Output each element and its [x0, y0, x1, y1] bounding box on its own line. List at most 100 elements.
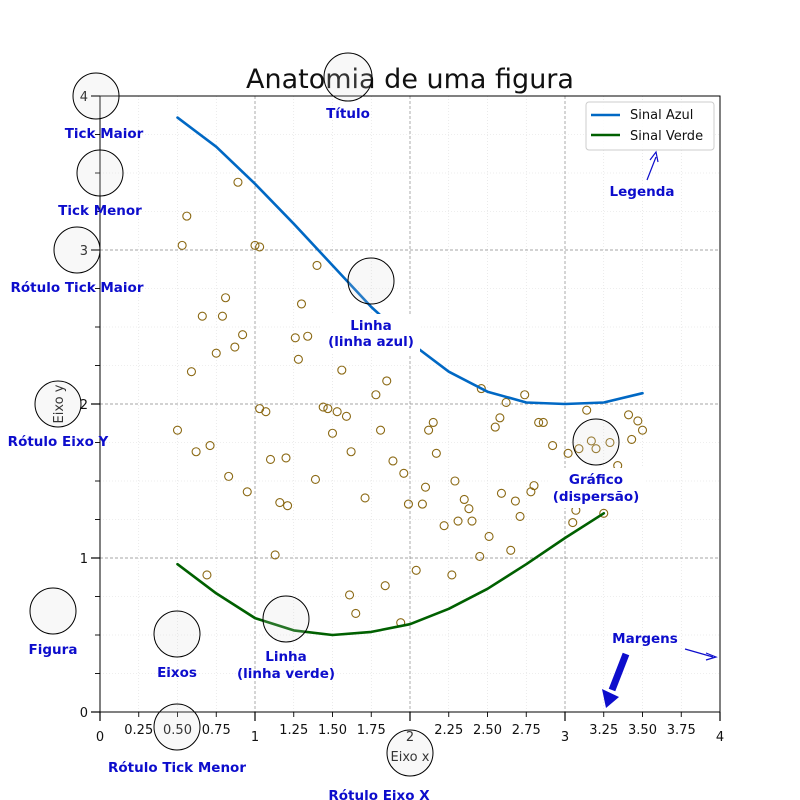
scatter-point	[351, 608, 361, 618]
x-minor-tick-label: 2.75	[512, 723, 541, 738]
scatter-point	[233, 177, 243, 187]
green-signal-line	[176, 511, 606, 637]
circle-scatter	[572, 418, 620, 466]
x-major-tick-label: 1	[251, 730, 259, 745]
scatter-point	[428, 417, 438, 428]
scatter-point	[534, 417, 544, 428]
annot-axes: Eixos	[157, 665, 197, 681]
scatter-point	[221, 293, 231, 303]
scatter-point	[501, 397, 511, 408]
backdrop-scatter	[548, 468, 644, 508]
scatter-point	[250, 240, 260, 250]
scatter-point	[388, 456, 398, 466]
margins-arrow	[684, 648, 718, 661]
annot-blue-line-2: (linha azul)	[328, 334, 414, 350]
scatter-point	[450, 476, 460, 486]
scatter-point	[476, 384, 486, 394]
legend-label-green: Sinal Verde	[630, 129, 703, 144]
y-major-tick-label: 1	[80, 552, 88, 567]
scatter-point	[623, 410, 634, 420]
annot-blue-line-1: Linha	[350, 318, 392, 334]
scatter-point	[182, 211, 192, 221]
scatter-point	[265, 454, 276, 464]
scatter-point	[211, 348, 221, 358]
annot-legend: Legenda	[610, 184, 675, 200]
x-major-tick-label: 4	[716, 730, 724, 745]
circle-blue-line	[347, 257, 395, 305]
scatter-point	[293, 354, 303, 364]
scatter-point	[327, 428, 338, 438]
scatter-point	[475, 551, 485, 562]
scatter-point	[318, 402, 328, 412]
scatter-point	[586, 436, 596, 446]
circle-minor-tick	[76, 149, 124, 197]
annot-scatter-2: (dispersão)	[553, 489, 640, 505]
y-major-tick-label: 3	[80, 244, 88, 259]
scatter-point	[238, 330, 248, 340]
circle-x-axis-label	[386, 729, 434, 777]
x-minor-tick-label: 1.25	[279, 723, 308, 738]
scatter-point	[197, 311, 207, 321]
scatter-point	[459, 494, 469, 505]
circle-green-line	[262, 595, 310, 643]
scatter-point	[217, 311, 227, 321]
scatter-point	[296, 299, 307, 309]
scatter-point	[515, 511, 525, 521]
scatter-point	[281, 453, 291, 463]
y-major-tick-label: 0	[80, 706, 88, 721]
axis-ticks	[91, 95, 721, 721]
scatter-point	[303, 331, 313, 341]
annot-margins: Margens	[612, 631, 678, 647]
scatter-point	[341, 411, 352, 421]
scatter-point	[399, 468, 409, 478]
scatter-point	[467, 516, 477, 526]
scatter-point	[496, 488, 507, 498]
y-major-tick-label: 2	[80, 398, 88, 413]
scatter-point	[380, 581, 390, 591]
x-minor-tick-label: 3.75	[667, 723, 696, 738]
x-minor-tick-label: 0.50	[163, 723, 192, 738]
scatter-point	[563, 448, 573, 458]
circle-title	[323, 52, 373, 102]
scatter-point	[275, 498, 285, 508]
circle-major-tick	[72, 72, 120, 120]
legend-label-blue: Sinal Azul	[630, 108, 693, 123]
legend: Sinal Azul Sinal Verde	[585, 101, 715, 151]
scatter-point	[510, 496, 520, 506]
scatter-point	[633, 416, 643, 426]
margins-bold-arrow	[602, 652, 630, 708]
annotation-circles	[29, 52, 620, 777]
scatter-point	[424, 425, 434, 435]
scatter-point	[270, 550, 280, 560]
tick-labels: 0 1 2 3 4 0.25 0.50 0.75 1.25 1.50 1.75 2.25 2.50 2.7…	[80, 90, 724, 745]
annot-minor-tick-label: Rótulo Tick Menor	[108, 760, 246, 776]
annot-title: Título	[326, 106, 370, 122]
circle-minor-tick-label	[153, 703, 201, 751]
scatter-point	[538, 417, 548, 428]
scatter-point	[323, 404, 333, 414]
scatter-point	[261, 407, 271, 417]
scatter-point	[599, 508, 609, 518]
scatter-point	[484, 531, 494, 541]
scatter-point	[439, 521, 449, 531]
x-major-tick-label: 2	[406, 730, 414, 745]
scatter-point	[568, 518, 578, 528]
scatter-point	[447, 570, 457, 580]
scatter-point	[420, 482, 431, 492]
scatter-point	[282, 501, 293, 511]
scatter-point	[375, 425, 386, 435]
scatter-point	[582, 405, 592, 415]
scatter-point	[490, 422, 500, 432]
scatter-point	[417, 499, 427, 509]
backdrop-blue-line	[322, 314, 420, 354]
x-minor-tick-label: 0.25	[124, 723, 153, 738]
circle-y-axis-label	[34, 380, 82, 428]
annot-green-line-1: Linha	[265, 649, 307, 665]
scatter-point	[177, 240, 187, 250]
scatter-point	[495, 413, 505, 423]
scatter-point	[382, 376, 392, 386]
scatter-point	[627, 434, 637, 444]
x-minor-tick-label: 3.50	[628, 723, 657, 738]
x-minor-tick-label: 1.75	[357, 723, 386, 738]
